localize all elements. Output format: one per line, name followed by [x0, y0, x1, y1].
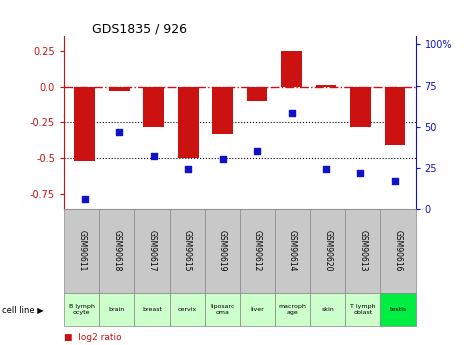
Bar: [316, 85, 336, 87]
Point: [115, 129, 123, 134]
Text: testis: testis: [390, 307, 407, 312]
Bar: [109, 87, 130, 91]
Text: GSM90611: GSM90611: [77, 230, 86, 272]
Point: [150, 154, 158, 159]
Text: brain: brain: [109, 307, 125, 312]
Text: cervix: cervix: [178, 307, 197, 312]
Bar: [350, 87, 371, 127]
Text: skin: skin: [322, 307, 334, 312]
Point: [357, 170, 364, 175]
Text: breast: breast: [142, 307, 162, 312]
Text: GSM90612: GSM90612: [253, 230, 262, 272]
Bar: [75, 87, 95, 161]
Point: [322, 167, 330, 172]
Text: GSM90615: GSM90615: [183, 230, 191, 272]
Text: cell line ▶: cell line ▶: [2, 305, 44, 314]
Text: GSM90616: GSM90616: [394, 230, 402, 272]
Bar: [178, 87, 199, 158]
Bar: [212, 87, 233, 134]
Bar: [247, 87, 267, 101]
Text: GSM90617: GSM90617: [148, 230, 156, 272]
Bar: [385, 87, 405, 146]
Text: GSM90620: GSM90620: [323, 230, 332, 272]
Point: [184, 167, 192, 172]
Text: liposarc
oma: liposarc oma: [210, 304, 235, 315]
Text: liver: liver: [251, 307, 264, 312]
Text: B lymph
ocyte: B lymph ocyte: [69, 304, 95, 315]
Text: GSM90613: GSM90613: [359, 230, 367, 272]
Text: GSM90619: GSM90619: [218, 230, 227, 272]
Bar: [143, 87, 164, 127]
Text: GSM90618: GSM90618: [113, 230, 121, 272]
Bar: [281, 51, 302, 87]
Text: GDS1835 / 926: GDS1835 / 926: [92, 22, 187, 35]
Point: [81, 196, 89, 201]
Point: [391, 178, 399, 184]
Text: macroph
age: macroph age: [279, 304, 306, 315]
Text: T lymph
oblast: T lymph oblast: [350, 304, 376, 315]
Point: [288, 111, 295, 116]
Point: [219, 157, 227, 162]
Point: [253, 148, 261, 154]
Text: GSM90614: GSM90614: [288, 230, 297, 272]
Text: ■  log2 ratio: ■ log2 ratio: [64, 333, 122, 342]
